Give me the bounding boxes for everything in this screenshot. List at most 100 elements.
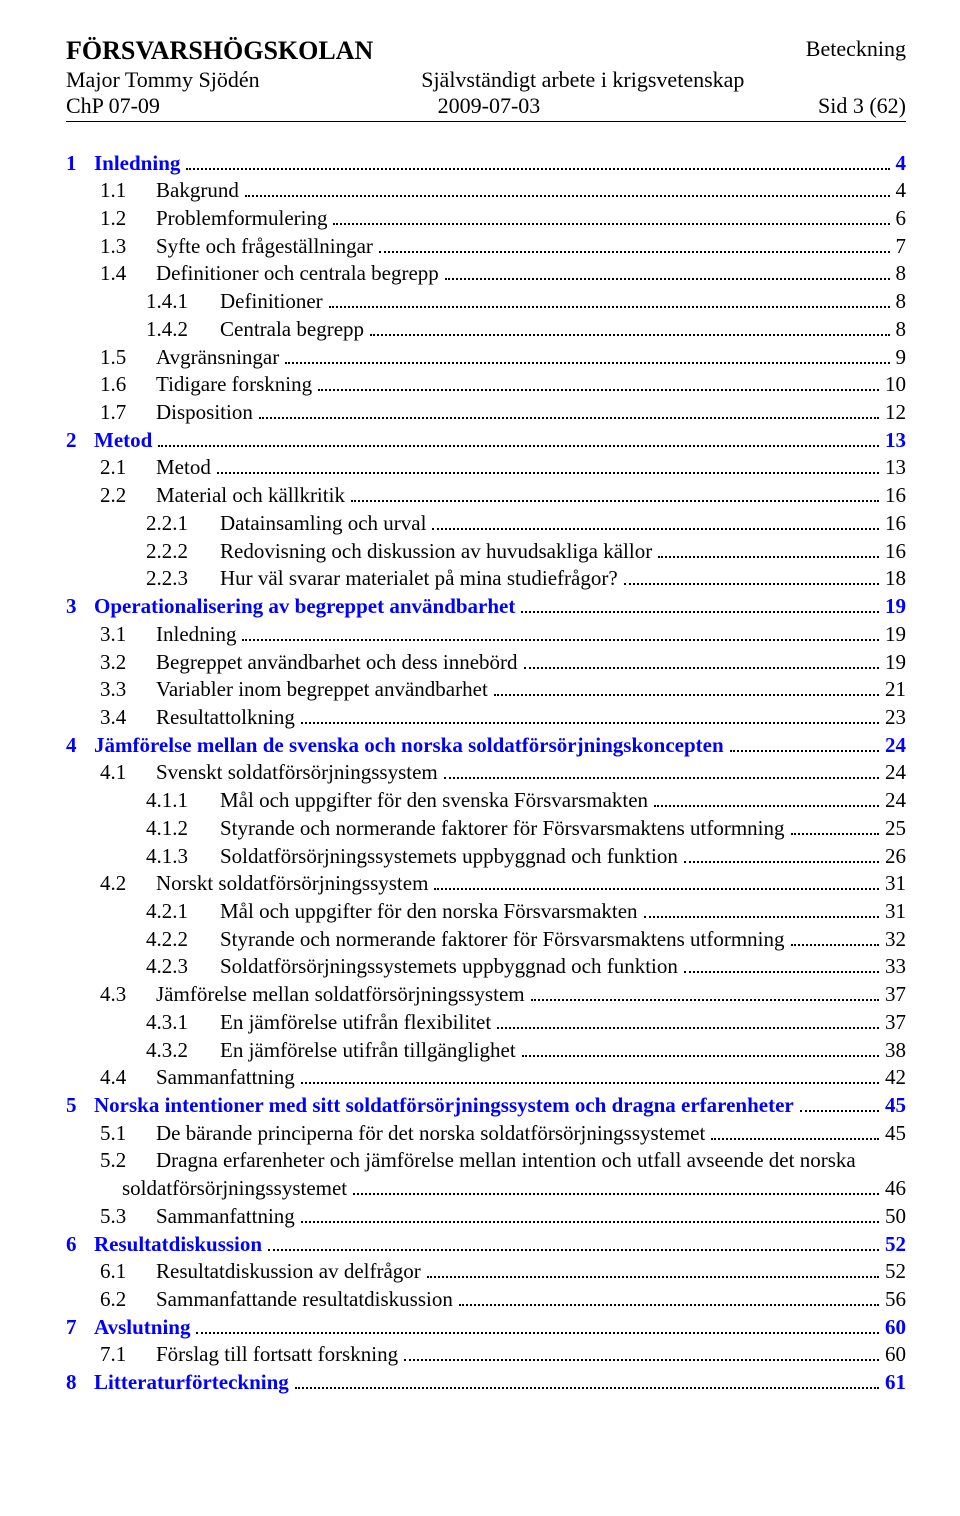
toc-entry-label: Soldatförsörjningssystemets uppbyggnad o… [220,953,678,981]
toc-entry-number: 4.1.3 [146,843,214,871]
toc-leader-dots [800,1110,879,1112]
toc-entry-label: Sammanfattning [156,1064,295,1092]
toc-entry: 4.3Jämförelse mellan soldatförsörjningss… [66,981,906,1009]
toc-leader-dots [285,362,889,364]
toc-leader-dots [353,1193,879,1195]
toc-entry: 4.2.1Mål och uppgifter för den norska Fö… [66,898,906,926]
toc-entry: 2.2Material och källkritik16 [66,482,906,510]
toc-entry-label: En jämförelse utifrån flexibilitet [220,1009,491,1037]
toc-entry: 4.4Sammanfattning42 [66,1064,906,1092]
toc-entry-number: 1.7 [100,399,150,427]
toc-entry-number: 3.3 [100,676,150,704]
toc-leader-dots [245,195,890,197]
toc-entry: 1.5Avgränsningar9 [66,344,906,372]
toc-entry-label: Definitioner [220,288,323,316]
toc-entry-page: 32 [883,926,906,954]
toc-entry: 7.1Förslag till fortsatt forskning60 [66,1341,906,1369]
toc-leader-dots [379,251,890,253]
toc-entry: 4.1.2Styrande och normerande faktorer fö… [66,815,906,843]
toc-leader-dots [531,999,879,1001]
toc-leader-dots [524,667,879,669]
toc-entry-number: 3.2 [100,649,150,677]
toc-leader-dots [684,861,879,863]
toc-entry-page: 38 [883,1037,906,1065]
toc-entry-number: 4.1.2 [146,815,214,843]
toc-leader-dots [427,1276,879,1278]
toc-entry-label: Inledning [156,621,236,649]
toc-entry-label: soldatförsörjningssystemet [122,1175,347,1203]
toc-entry[interactable]: 4Jämförelse mellan de svenska och norska… [66,732,906,760]
toc-entry-number: 4.3.1 [146,1009,214,1037]
toc-entry-page: 13 [883,454,906,482]
toc-entry-page: 8 [894,288,907,316]
toc-entry: 3.1Inledning19 [66,621,906,649]
toc-entry[interactable]: 1Inledning4 [66,150,906,178]
toc-entry-number: 6.2 [100,1286,150,1314]
toc-entry-page: 8 [894,316,907,344]
toc-entry-number: 2.2.2 [146,538,214,566]
toc-leader-dots [242,639,879,641]
toc-entry-label: Svenskt soldatförsörjningssystem [156,759,438,787]
toc-entry[interactable]: 8Litteraturförteckning61 [66,1369,906,1397]
toc-entry-page: 19 [883,621,906,649]
toc-entry-label: Styrande och normerande faktorer för För… [220,815,785,843]
toc-entry[interactable]: 5Norska intentioner med sitt soldatförsö… [66,1092,906,1120]
toc-entry-label: Mål och uppgifter för den svenska Försva… [220,787,648,815]
toc-entry-number: 6 [66,1231,88,1259]
toc-leader-dots [329,306,890,308]
toc-entry[interactable]: 6Resultatdiskussion52 [66,1231,906,1259]
toc-entry-label: Definitioner och centrala begrepp [156,260,439,288]
toc-entry-label: Operationalisering av begreppet användba… [94,593,515,621]
toc-entry-page: 25 [883,815,906,843]
toc-entry-number: 1.4.2 [146,316,214,344]
document-page: FÖRSVARSHÖGSKOLAN Beteckning Major Tommy… [0,0,960,1516]
toc-leader-dots [684,971,879,973]
toc-entry-label: Variabler inom begreppet användbarhet [156,676,488,704]
toc-entry-number: 4.4 [100,1064,150,1092]
toc-leader-dots [522,1055,879,1057]
toc-entry[interactable]: 7Avslutning60 [66,1314,906,1342]
toc-entry-number: 7 [66,1314,88,1342]
toc-leader-dots [791,833,880,835]
toc-entry-number: 4 [66,732,88,760]
toc-leader-dots [445,278,890,280]
toc-entry-page: 52 [883,1258,906,1286]
toc-entry-page: 24 [883,759,906,787]
toc-leader-dots [444,777,879,779]
toc-entry: 2.2.2Redovisning och diskussion av huvud… [66,538,906,566]
toc-entry-page: 19 [883,593,906,621]
toc-entry-page: 9 [894,344,907,372]
toc-entry[interactable]: 3Operationalisering av begreppet användb… [66,593,906,621]
toc-entry-page: 56 [883,1286,906,1314]
toc-entry: 6.1Resultatdiskussion av delfrågor52 [66,1258,906,1286]
toc-leader-dots [624,583,879,585]
toc-entry: 5.2Dragna erfarenheter och jämförelse me… [66,1147,906,1175]
toc-entry: 1.4.2Centrala begrepp8 [66,316,906,344]
designation-label: Beteckning [806,36,906,67]
toc-entry-page: 16 [883,482,906,510]
toc-entry: 1.4Definitioner och centrala begrepp8 [66,260,906,288]
toc-entry: 2.1Metod13 [66,454,906,482]
toc-entry-label: Syfte och frågeställningar [156,233,373,261]
toc-entry-page: 37 [883,1009,906,1037]
toc-leader-dots [259,417,879,419]
toc-entry[interactable]: 2Metod13 [66,427,906,455]
toc-entry-number: 5.1 [100,1120,150,1148]
toc-entry: 4.2Norskt soldatförsörjningssystem31 [66,870,906,898]
toc-entry-number: 5 [66,1092,88,1120]
toc-entry-page: 52 [883,1231,906,1259]
toc-entry-number: 4.2.1 [146,898,214,926]
toc-entry: 1.1Bakgrund4 [66,177,906,205]
toc-entry-label: Tidigare forskning [156,371,312,399]
toc-entry-label: Avgränsningar [156,344,279,372]
toc-entry-label: Styrande och normerande faktorer för För… [220,926,785,954]
toc-entry-page: 16 [883,538,906,566]
author-name: Major Tommy Sjödén [66,67,260,93]
toc-entry-page: 60 [883,1341,906,1369]
toc-entry: 4.1Svenskt soldatförsörjningssystem24 [66,759,906,787]
toc-entry-number: 2.2.1 [146,510,214,538]
toc-entry-number: 1.4 [100,260,150,288]
toc-leader-dots [351,500,879,502]
toc-entry-label: Norska intentioner med sitt soldatförsör… [94,1092,794,1120]
toc-entry: 5.3Sammanfattning50 [66,1203,906,1231]
